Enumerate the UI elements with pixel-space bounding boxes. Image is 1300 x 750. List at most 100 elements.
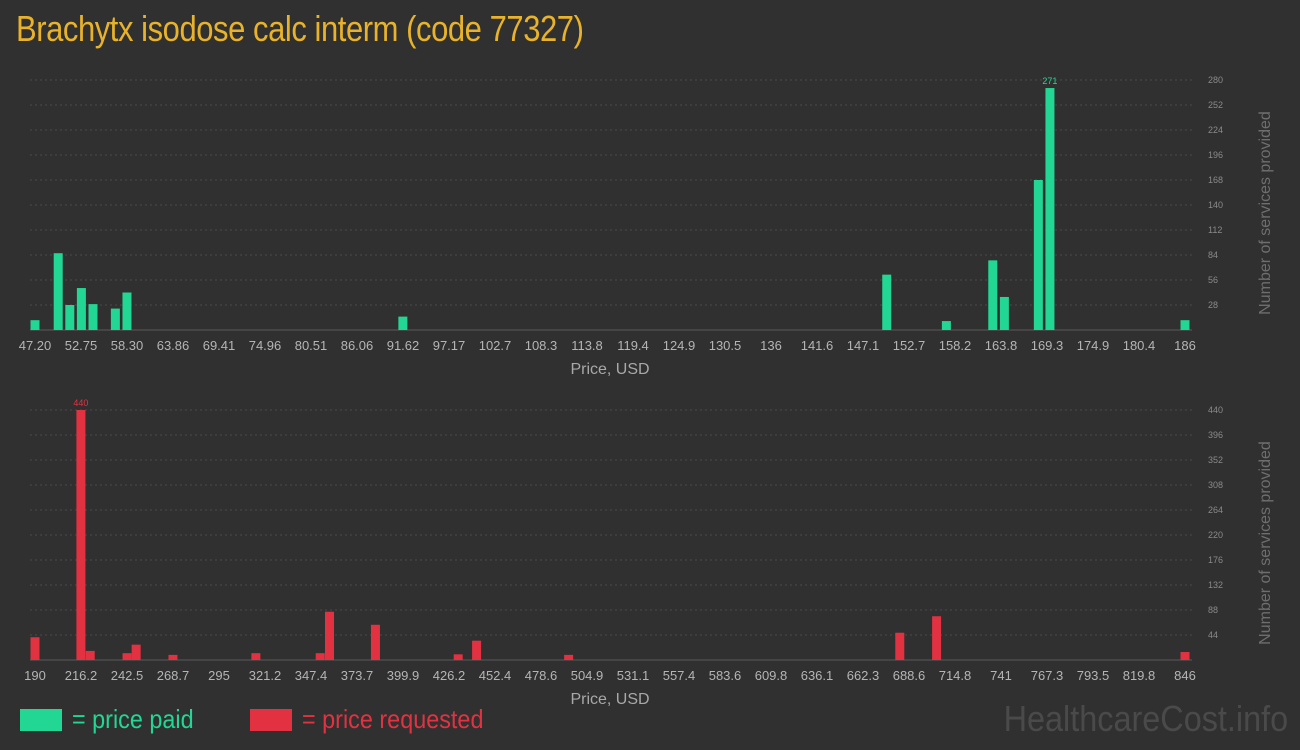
requested-bar [932, 616, 942, 660]
paid-x-tick-label: 180.4 [1123, 338, 1156, 353]
requested-bar [472, 640, 482, 660]
paid-x-axis-title: Price, USD [570, 361, 649, 378]
paid-bar [999, 296, 1009, 330]
price-paid-legend-label: = price paid [72, 704, 194, 734]
paid-bar [1045, 88, 1055, 331]
price-requested-chart: 44 88 132 176 220 264 308 352 396 440 190 216.2 242.… [24, 398, 1274, 708]
paid-y-tick-label: 252 [1208, 100, 1223, 110]
paid-x-tick-label: 63.86 [157, 338, 190, 353]
paid-bar [88, 304, 98, 330]
paid-x-tick-label: 69.41 [203, 338, 236, 353]
requested-bar [131, 644, 141, 660]
requested-bar [76, 410, 86, 660]
paid-x-tick-label: 113.8 [571, 338, 603, 353]
requested-x-tick-label: 819.8 [1123, 668, 1156, 683]
requested-x-tick-label: 216.2 [65, 668, 98, 683]
requested-bar [30, 637, 40, 660]
paid-y-tick-label: 140 [1208, 200, 1223, 210]
requested-y-tick-label: 440 [1208, 405, 1223, 415]
requested-y-tick-label: 220 [1208, 530, 1223, 540]
watermark: HealthcareCost.info [1003, 698, 1288, 739]
paid-x-tick-label: 147.1 [847, 338, 880, 353]
requested-x-tick-label: 714.8 [939, 668, 972, 683]
requested-x-tick-label: 373.7 [341, 668, 374, 683]
paid-y-tick-label: 224 [1208, 125, 1223, 135]
paid-bar [882, 274, 892, 330]
requested-x-tick-label: 846 [1174, 668, 1196, 683]
paid-bar [1033, 180, 1043, 330]
requested-x-axis-title: Price, USD [570, 691, 649, 708]
paid-bar [941, 321, 951, 330]
paid-bar [76, 288, 86, 330]
legend-price-requested: = price requested [250, 704, 504, 735]
requested-bar [1180, 652, 1190, 660]
requested-x-tick-label: 268.7 [157, 668, 190, 683]
paid-bar [110, 308, 120, 330]
requested-bar [85, 650, 95, 660]
requested-x-tick-label: 242.5 [111, 668, 144, 683]
requested-y-tick-label: 396 [1208, 430, 1223, 440]
paid-x-tick-label: 152.7 [893, 338, 926, 353]
requested-y-tick-label: 44 [1208, 630, 1218, 640]
paid-bar [1180, 320, 1190, 330]
paid-bar [988, 260, 998, 330]
paid-y-tick-label: 56 [1208, 275, 1218, 285]
requested-y-tick-label: 264 [1208, 505, 1223, 515]
requested-bar [325, 611, 335, 660]
paid-x-tick-label: 141.6 [801, 338, 834, 353]
requested-y-axis-title: Number of services provided [1257, 441, 1274, 645]
requested-y-tick-label: 352 [1208, 455, 1223, 465]
paid-x-tick-label: 169.3 [1031, 338, 1064, 353]
requested-bar [315, 653, 325, 660]
paid-y-tick-label: 196 [1208, 150, 1223, 160]
price-requested-swatch [250, 708, 292, 731]
paid-bar [30, 320, 40, 330]
paid-x-tick-label: 124.9 [663, 338, 696, 353]
price-requested-legend-label: = price requested [302, 704, 484, 734]
paid-x-tick-label: 52.75 [65, 338, 98, 353]
requested-x-tick-label: 688.6 [893, 668, 926, 683]
requested-y-tick-label: 176 [1208, 555, 1223, 565]
requested-data-label: 440 [73, 398, 88, 408]
requested-y-tick-label: 88 [1208, 605, 1218, 615]
paid-x-tick-label: 158.2 [939, 338, 972, 353]
requested-x-tick-label: 767.3 [1031, 668, 1064, 683]
requested-y-tick-label: 308 [1208, 480, 1223, 490]
paid-bar [53, 253, 63, 330]
paid-x-tick-label: 80.51 [295, 338, 328, 353]
requested-x-tick-label: 190 [24, 668, 46, 683]
paid-y-tick-label: 280 [1208, 75, 1223, 85]
paid-y-tick-label: 28 [1208, 300, 1218, 310]
paid-x-tick-label: 74.96 [249, 338, 282, 353]
paid-x-tick-label: 119.4 [617, 338, 649, 353]
requested-bar [895, 632, 905, 660]
requested-x-tick-label: 321.2 [249, 668, 282, 683]
price-paid-swatch [20, 708, 62, 731]
paid-x-tick-label: 108.3 [525, 338, 558, 353]
paid-x-tick-label: 186 [1174, 338, 1196, 353]
requested-x-tick-label: 452.4 [479, 668, 512, 683]
requested-y-tick-label: 132 [1208, 580, 1223, 590]
requested-x-tick-label: 636.1 [801, 668, 834, 683]
paid-bar [65, 305, 75, 330]
requested-x-tick-label: 478.6 [525, 668, 558, 683]
requested-x-tick-label: 347.4 [295, 668, 328, 683]
paid-x-tick-label: 136 [760, 338, 782, 353]
paid-y-tick-label: 84 [1208, 250, 1218, 260]
requested-bar [564, 654, 574, 660]
requested-bar [251, 653, 261, 660]
requested-bar [168, 654, 178, 660]
requested-x-tick-label: 583.6 [709, 668, 742, 683]
paid-bar [122, 292, 132, 330]
paid-x-tick-label: 97.17 [433, 338, 466, 353]
price-paid-chart: 28 56 84 112 140 168 196 224 252 280 47.20 52.75 58.… [19, 75, 1274, 378]
requested-bar [122, 653, 132, 660]
paid-y-tick-label: 112 [1208, 225, 1222, 235]
requested-x-tick-label: 531.1 [617, 668, 650, 683]
paid-x-tick-label: 91.62 [387, 338, 420, 353]
page-title: Brachytx isodose calc interm (code 77327… [16, 8, 584, 49]
requested-x-tick-label: 504.9 [571, 668, 604, 683]
paid-x-tick-label: 102.7 [479, 338, 512, 353]
requested-x-tick-label: 399.9 [387, 668, 420, 683]
paid-x-tick-label: 130.5 [709, 338, 742, 353]
